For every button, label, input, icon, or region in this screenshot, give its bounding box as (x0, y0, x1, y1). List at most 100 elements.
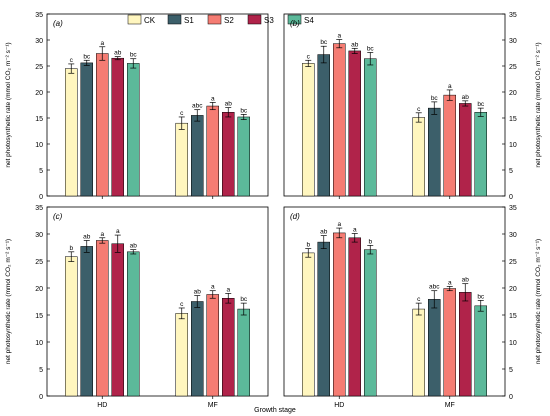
y-tick-label: 30 (35, 38, 43, 45)
panel-1: (a) 0 5 10 15 20 25 30 35 net photosynthetic rate… (5, 12, 269, 201)
significance-letter: abc (192, 103, 203, 110)
significance-letter: bc (367, 45, 375, 52)
significance-letter: a (448, 279, 452, 286)
significance-letter: b (306, 242, 310, 249)
significance-letter: a (226, 286, 230, 293)
significance-letter: ab (462, 277, 470, 284)
y-tick-label: 30 (509, 38, 517, 45)
y-tick-label: 25 (509, 259, 517, 266)
bar-s1-hd (80, 246, 93, 397)
legend-label-s4: S4 (304, 16, 314, 25)
legend-label-s3: S3 (264, 16, 274, 25)
y-tick-label: 5 (39, 367, 43, 374)
legend: CK S1 S2 S3 S4 (127, 14, 314, 25)
y-tick-label: 0 (39, 194, 43, 201)
plot-frame (46, 13, 269, 197)
bar-s2-hd (333, 43, 346, 197)
significance-letter: a (211, 95, 215, 102)
significance-letter: bc (477, 293, 485, 300)
panel-2: (b) 0 5 10 15 20 25 30 35 net photosynthetic rate… (283, 12, 542, 201)
panel-label: (a) (53, 19, 63, 28)
y-tick-label: 35 (509, 205, 517, 212)
y-tick-label: 35 (509, 12, 517, 19)
y-tick-label: 10 (35, 142, 43, 149)
x-axis-labels: Growth stage (254, 407, 296, 414)
y-tick-label: 15 (35, 313, 43, 320)
legend-swatch-s4 (287, 14, 302, 25)
bar-s1-hd (317, 54, 330, 197)
significance-letter: abc (429, 284, 440, 291)
y-axis-label: net photosynthetic rate (mmol CO₂ m⁻² s⁻… (5, 42, 12, 167)
legend-swatch-s2 (207, 14, 222, 25)
y-tick-label: 5 (39, 168, 43, 175)
y-tick-label: 0 (509, 194, 513, 201)
y-tick-label: 5 (509, 168, 513, 175)
panel-label: (d) (290, 212, 300, 221)
y-tick-label: 25 (35, 64, 43, 71)
significance-letter: a (353, 226, 357, 233)
significance-letter: ab (225, 101, 233, 108)
y-axis-label: net photosynthetic rate (mmol CO₂ m⁻² s⁻… (535, 239, 542, 364)
bar-s4-hd (127, 251, 140, 397)
significance-letter: b (368, 238, 372, 245)
bar-s2-hd (333, 232, 346, 397)
plot-frame (46, 206, 269, 397)
significance-letter: bc (320, 39, 328, 46)
y-tick-label: 25 (35, 259, 43, 266)
bar-ck-hd (302, 63, 315, 197)
bar-s3-mf (222, 112, 235, 197)
bar-ck-mf (412, 308, 425, 397)
y-tick-label: 15 (509, 116, 517, 123)
bar-s3-hd (348, 50, 361, 197)
plot-frame (283, 13, 506, 197)
bar-s1-hd (80, 62, 93, 197)
x-tick-label: HD (334, 402, 344, 409)
significance-letter: a (100, 231, 104, 238)
bar-s3-hd (111, 57, 124, 197)
y-tick-label: 5 (509, 367, 513, 374)
y-tick-label: 15 (35, 116, 43, 123)
significance-letter: ab (130, 243, 138, 250)
bar-s4-hd (127, 63, 140, 197)
y-tick-label: 10 (35, 340, 43, 347)
x-axis-label: Growth stage (254, 407, 296, 414)
y-axis-label: net photosynthetic rate (mmol CO₂ m⁻² s⁻… (535, 42, 542, 167)
panel-3: (c) 0 5 10 15 20 25 30 35 net photosynthetic rate… (5, 205, 269, 409)
y-tick-label: 10 (509, 340, 517, 347)
significance-letter: ab (462, 94, 470, 101)
y-tick-label: 0 (509, 394, 513, 401)
y-tick-label: 20 (35, 90, 43, 97)
bar-ck-hd (65, 256, 78, 397)
legend-label-s1: S1 (184, 16, 194, 25)
significance-letter: b (69, 245, 73, 252)
bar-s1-hd (317, 241, 330, 397)
significance-letter: c (417, 296, 421, 303)
bar-s2-mf (443, 94, 456, 197)
significance-letter: bc (130, 52, 138, 59)
y-tick-label: 20 (35, 286, 43, 293)
bar-s2-hd (96, 53, 109, 197)
bar-s2-mf (443, 288, 456, 397)
significance-letter: ab (351, 41, 359, 48)
significance-letter: a (211, 284, 215, 291)
bar-s2-hd (96, 240, 109, 397)
y-tick-label: 20 (509, 90, 517, 97)
bar-s3-hd (348, 237, 361, 397)
bar-ck-mf (412, 117, 425, 197)
bar-s4-mf (474, 112, 487, 197)
y-tick-label: 0 (39, 394, 43, 401)
y-tick-label: 20 (509, 286, 517, 293)
significance-letter: bc (477, 101, 485, 108)
bar-s3-hd (111, 243, 124, 397)
bar-s4-mf (474, 305, 487, 397)
bar-ck-mf (175, 122, 188, 197)
bar-s1-mf (428, 299, 441, 397)
panel-label: (b) (290, 19, 300, 28)
bar-s1-mf (428, 107, 441, 197)
significance-letter: c (70, 57, 74, 64)
significance-letter: c (417, 106, 421, 113)
plot-frame (283, 206, 506, 397)
significance-letter: ab (114, 50, 122, 57)
bar-s4-mf (237, 116, 250, 197)
